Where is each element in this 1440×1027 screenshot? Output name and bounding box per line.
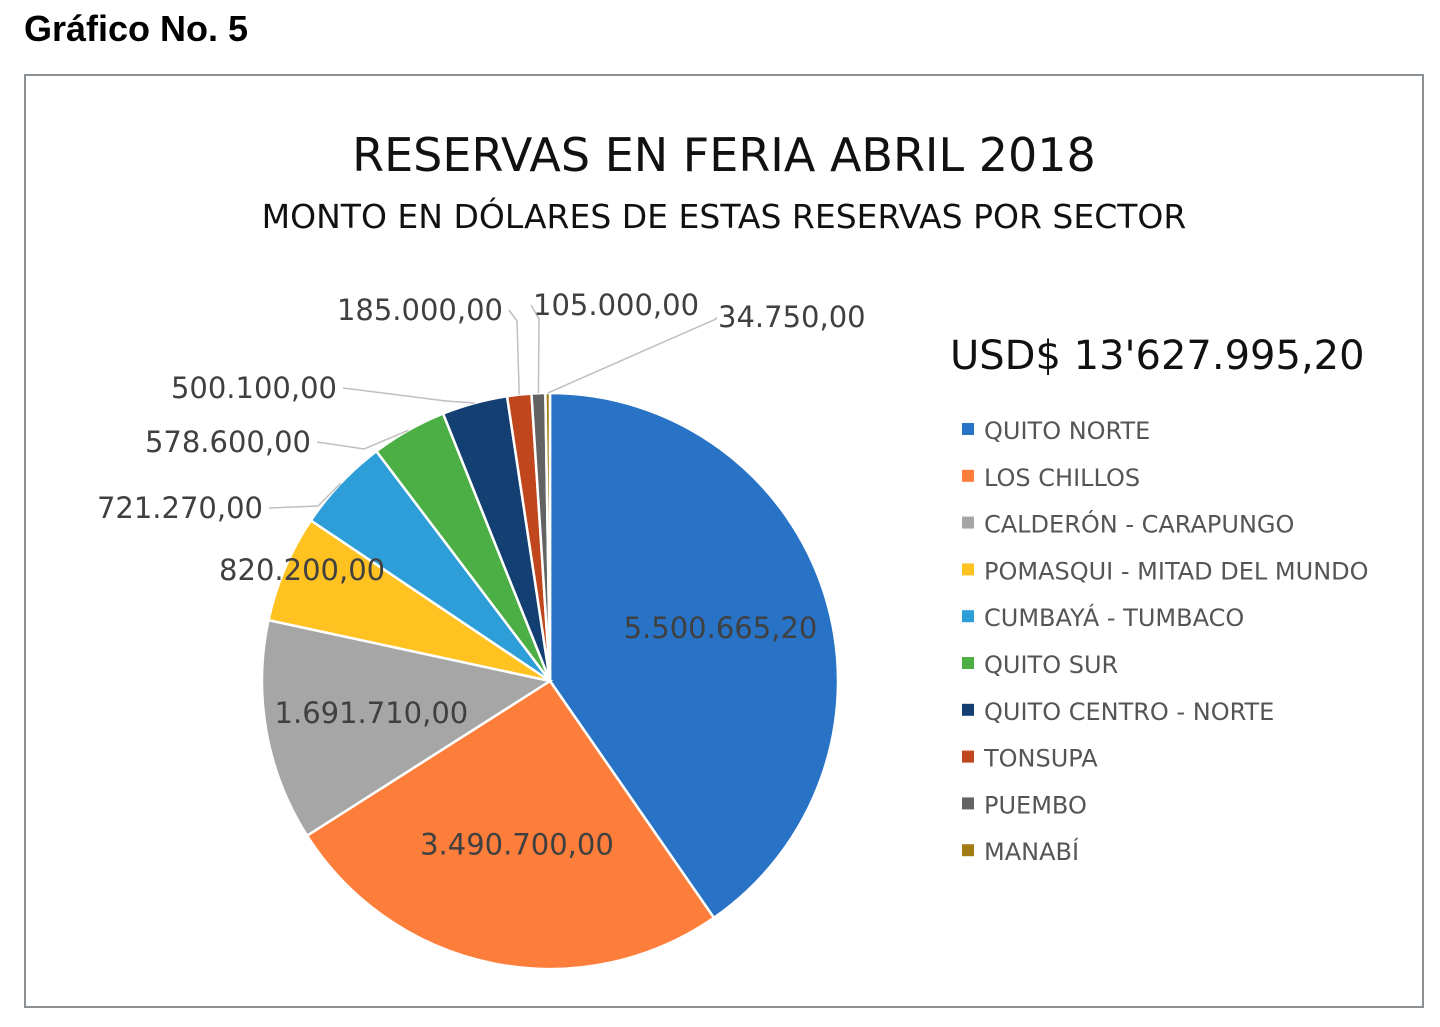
chart-title: RESERVAS EN FERIA ABRIL 2018: [352, 128, 1096, 182]
legend-swatch-pomasqui-mitad-del-mundo: [962, 563, 974, 576]
data-label-quito-norte: 5.500.665,20: [624, 611, 818, 645]
data-label-tonsupa: 185.000,00: [337, 293, 503, 327]
data-label-cumbaya-tumbaco: 721.270,00: [97, 491, 263, 525]
legend-swatch-calderon-carapungo: [962, 516, 974, 529]
legend-swatch-los-chillos: [962, 469, 974, 482]
pie-slice-quito-norte: [548, 391, 840, 920]
leader-lines: [268, 304, 717, 509]
chart-subtitle: MONTO EN DÓLARES DE ESTAS RESERVAS POR S…: [262, 196, 1187, 236]
leader-line-puembo: [530, 304, 540, 394]
legend-label-tonsupa: TONSUPA: [983, 745, 1098, 773]
legend-label-quito-centro-norte: QUITO CENTRO - NORTE: [984, 698, 1274, 726]
data-label-calderon-carapungo: 1.691.710,00: [275, 696, 469, 730]
legend-label-puembo: PUEMBO: [984, 791, 1087, 819]
legend-swatch-tonsupa: [962, 750, 974, 763]
data-labels: 5.500.665,20 3.490.700,00 1.691.710,00 820.…: [97, 288, 866, 862]
legend-swatch-quito-sur: [962, 657, 974, 669]
data-label-pomasqui-mitad-del-mundo: 820.200,00: [219, 553, 385, 587]
legend-label-quito-sur: QUITO SUR: [984, 651, 1118, 679]
leader-line-cumbaya-tumbaco: [268, 482, 342, 509]
data-label-quito-centro-norte: 500.100,00: [171, 371, 337, 405]
legend-swatch-cumbaya-tumbaco: [962, 610, 974, 623]
legend-label-quito-norte: QUITO NORTE: [984, 417, 1150, 445]
pie-chart: RESERVAS EN FERIA ABRIL 2018 MONTO EN DÓ…: [97, 128, 1369, 971]
legend-label-calderon-carapungo: CALDERÓN - CARAPUNGO: [984, 509, 1294, 539]
legend-swatch-quito-norte: [962, 423, 974, 435]
leader-line-quito-centro-norte: [342, 387, 475, 404]
leader-line-tonsupa: [508, 309, 520, 395]
legend-label-cumbaya-tumbaco: CUMBAYÁ - TUMBACO: [984, 603, 1244, 632]
legend-label-los-chillos: LOS CHILLOS: [984, 464, 1140, 492]
data-label-manabi: 34.750,00: [718, 300, 866, 334]
leader-line-manabi: [547, 317, 717, 394]
chart-frame: RESERVAS EN FERIA ABRIL 2018 MONTO EN DÓ…: [24, 74, 1424, 1008]
legend-label-manabi: MANABÍ: [984, 837, 1079, 866]
legend-swatch-puembo: [962, 797, 974, 810]
legend-swatch-quito-centro-norte: [962, 703, 974, 716]
total-amount: USD$ 13'627.995,20: [950, 333, 1365, 379]
legend-swatch-manabi: [962, 844, 974, 857]
leader-line-quito-sur: [316, 429, 409, 450]
legend-label-pomasqui-mitad-del-mundo: POMASQUI - MITAD DEL MUNDO: [984, 557, 1369, 585]
figure-heading: Gráfico No. 5: [24, 8, 249, 49]
legend: QUITO NORTE LOS CHILLOS CALDERÓN - CARAPUN…: [962, 417, 1369, 866]
pie-slice-calderon-carapungo: [260, 618, 554, 838]
data-label-puembo: 105.000,00: [533, 288, 699, 322]
pie-slices: [260, 391, 840, 971]
data-label-quito-sur: 578.600,00: [145, 425, 311, 459]
data-label-los-chillos: 3.490.700,00: [420, 828, 614, 862]
pie-slice-los-chillos: [305, 679, 716, 971]
